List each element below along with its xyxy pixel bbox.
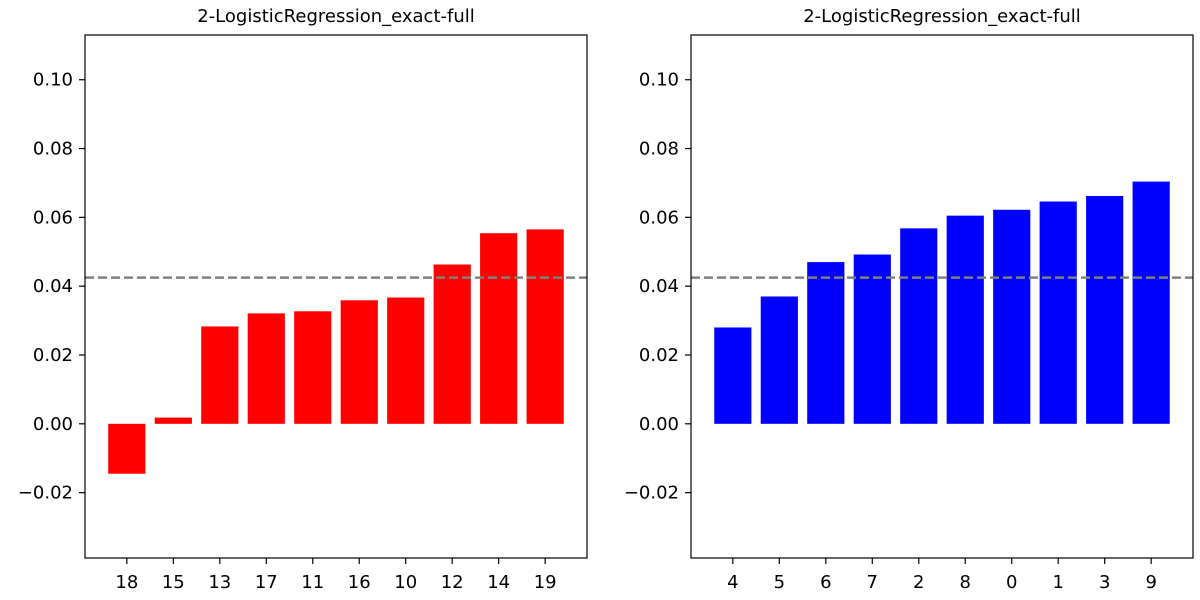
right-bar-2 (900, 228, 938, 424)
left-axes-frame (84, 34, 588, 559)
left-bar-18 (108, 423, 146, 474)
right-bar-chart: 2-LogisticRegression_exact-full −0.02 0.0… (624, 6, 1194, 593)
right-ytick-label: 0.00 (639, 414, 679, 435)
left-ytick-label: −0.02 (18, 483, 73, 504)
right-bar-4 (714, 327, 752, 424)
left-xtick-label: 18 (115, 572, 138, 593)
left-xtick-label: 16 (348, 572, 371, 593)
right-axes-frame (690, 34, 1194, 559)
right-xtick-label: 5 (774, 572, 785, 593)
left-bar-15 (154, 417, 192, 424)
right-ytick-label: 0.02 (639, 345, 679, 366)
left-bar-19 (526, 229, 564, 424)
left-xtick-label: 14 (487, 572, 510, 593)
right-xtick-label: 9 (1145, 572, 1156, 593)
right-bar-5 (760, 296, 798, 424)
left-bar-17 (247, 313, 285, 424)
right-xtick-label: 4 (727, 572, 738, 593)
right-xtick-label: 3 (1099, 572, 1110, 593)
right-ytick-label: 0.06 (639, 207, 679, 228)
right-bar-3 (1086, 196, 1124, 424)
left-ytick-label: 0.10 (33, 70, 73, 91)
right-bar-0 (993, 209, 1031, 424)
left-chart-title: 2-LogisticRegression_exact-full (197, 6, 475, 27)
left-ytick-label: 0.06 (33, 207, 73, 228)
right-ytick-label: 0.04 (639, 276, 679, 297)
right-ytick-label: 0.08 (639, 139, 679, 160)
right-bar-1 (1039, 201, 1077, 424)
left-bar-11 (294, 311, 332, 424)
right-bar-6 (807, 262, 845, 424)
right-xtick-label: 1 (1052, 572, 1063, 593)
left-ytick-label: 0.08 (33, 139, 73, 160)
right-chart-title: 2-LogisticRegression_exact-full (803, 6, 1081, 27)
left-xtick-label: 17 (255, 572, 278, 593)
right-bar-8 (946, 215, 984, 424)
left-ytick-label: 0.02 (33, 345, 73, 366)
left-xtick-label: 13 (208, 572, 231, 593)
left-xtick-label: 19 (534, 572, 557, 593)
left-xtick-label: 11 (301, 572, 324, 593)
left-bar-12 (433, 264, 471, 424)
left-ytick-label: 0.00 (33, 414, 73, 435)
left-xtick-label: 10 (394, 572, 417, 593)
left-xtick-label: 15 (162, 572, 185, 593)
right-xtick-label: 7 (867, 572, 878, 593)
right-xtick-label: 6 (820, 572, 831, 593)
right-ytick-label: −0.02 (624, 483, 679, 504)
left-bar-14 (480, 233, 518, 424)
left-bar-13 (201, 326, 239, 424)
right-ytick-label: 0.10 (639, 70, 679, 91)
left-bar-16 (340, 300, 378, 424)
right-xtick-label: 8 (960, 572, 971, 593)
left-xtick-label: 12 (441, 572, 464, 593)
left-bar-10 (387, 297, 425, 424)
right-bar-7 (853, 254, 891, 424)
right-xtick-label: 0 (1006, 572, 1017, 593)
right-bar-9 (1132, 181, 1170, 424)
left-bar-chart: 2-LogisticRegression_exact-full −0.02 0.0… (18, 6, 588, 593)
left-ytick-label: 0.04 (33, 276, 73, 297)
right-xtick-label: 2 (913, 572, 924, 593)
